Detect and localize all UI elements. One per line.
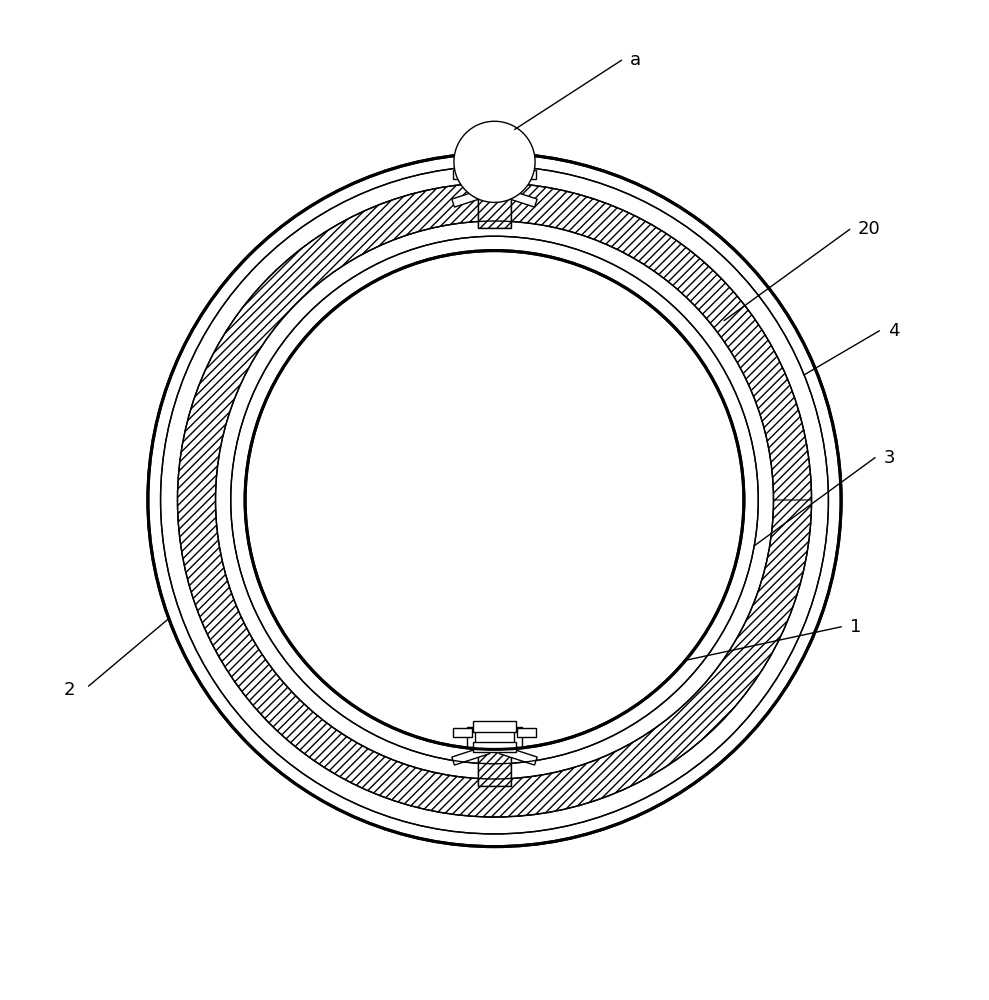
Polygon shape [514,727,522,747]
Text: 3: 3 [883,449,895,467]
Polygon shape [452,188,490,207]
Polygon shape [473,184,516,194]
Polygon shape [453,170,472,179]
Polygon shape [514,169,522,189]
Polygon shape [479,177,510,228]
Text: a: a [630,51,641,69]
Text: 4: 4 [887,322,899,340]
Polygon shape [453,728,472,737]
Text: 1: 1 [850,618,861,636]
Text: 20: 20 [858,220,881,238]
Polygon shape [452,746,490,765]
Polygon shape [473,721,516,732]
Polygon shape [499,746,537,765]
Polygon shape [160,166,829,834]
Polygon shape [473,173,516,185]
Polygon shape [517,728,536,737]
Polygon shape [517,170,536,179]
Polygon shape [467,727,475,747]
Polygon shape [473,164,516,174]
Polygon shape [177,183,812,817]
Polygon shape [473,731,516,743]
Text: 2: 2 [63,681,75,699]
Circle shape [454,121,535,202]
Polygon shape [473,742,516,752]
Polygon shape [479,735,510,786]
Polygon shape [467,169,475,189]
Polygon shape [499,188,537,207]
